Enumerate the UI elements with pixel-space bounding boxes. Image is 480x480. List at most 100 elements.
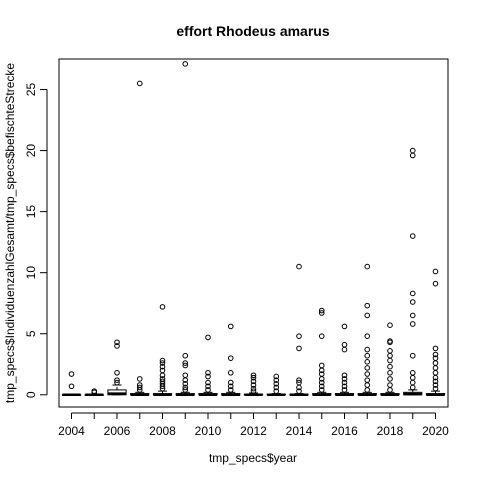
- outlier-point: [296, 333, 302, 339]
- outlier-point: [432, 382, 439, 388]
- outlier-point: [273, 388, 280, 394]
- outlier-point: [364, 359, 371, 365]
- outlier-point: [182, 61, 189, 67]
- x-tick-label: 2010: [195, 424, 222, 438]
- outlier-point: [114, 343, 120, 349]
- box-group-2005: [84, 388, 104, 397]
- outlier-point: [205, 370, 211, 376]
- box-group-2015: [312, 307, 332, 397]
- outlier-point: [432, 355, 439, 361]
- outlier-point: [318, 333, 325, 339]
- outlier-point: [205, 379, 211, 386]
- outlier-point: [364, 333, 371, 339]
- outlier-point: [409, 312, 416, 319]
- x-tick-label: 2008: [149, 424, 176, 438]
- box-group-2006: [107, 339, 127, 396]
- outlier-point: [114, 377, 120, 383]
- outlier-point: [182, 362, 189, 369]
- outlier-point: [227, 323, 234, 330]
- outlier-point: [273, 384, 280, 391]
- x-tick-label: 2018: [377, 424, 404, 438]
- outlier-point: [159, 376, 166, 382]
- outlier-point: [159, 360, 166, 366]
- outlier-point: [364, 365, 371, 371]
- outlier-point: [273, 377, 280, 383]
- box-group-2004: [61, 371, 82, 397]
- outlier-point: [364, 312, 371, 319]
- outlier-point: [296, 377, 302, 383]
- outlier-point: [250, 378, 257, 385]
- outlier-point: [364, 371, 371, 377]
- box-group-2014: [289, 263, 309, 397]
- outlier-point: [387, 338, 393, 344]
- outlier-point: [205, 334, 211, 341]
- outlier-point: [341, 341, 348, 348]
- outlier-point: [432, 280, 439, 287]
- outlier-point: [409, 352, 416, 359]
- box-group-2007: [130, 80, 150, 397]
- box-group-2016: [334, 323, 355, 397]
- outlier-point: [296, 379, 302, 386]
- y-axis-label: tmp_specs$IndividuenzahlGesamt/tmp_specs…: [3, 63, 17, 404]
- y-axis: 0 5 10 15 20 25: [24, 83, 48, 398]
- outlier-point: [409, 290, 416, 297]
- outlier-point: [432, 385, 439, 392]
- outlier-point: [227, 370, 234, 376]
- boxplot-boxes: [61, 61, 446, 397]
- box-group-2017: [357, 263, 377, 397]
- outlier-point: [136, 384, 143, 391]
- outlier-point: [364, 263, 371, 270]
- outlier-point: [227, 379, 234, 386]
- outlier-point: [114, 339, 120, 346]
- outlier-point: [387, 348, 393, 354]
- outlier-point: [296, 345, 302, 352]
- outlier-point: [409, 370, 416, 376]
- outlier-point: [250, 374, 257, 381]
- outlier-point: [432, 351, 439, 358]
- x-tick-label: 2006: [104, 424, 131, 438]
- y-tick-label: 10: [24, 266, 38, 280]
- outlier-point: [318, 307, 325, 314]
- outlier-point: [227, 387, 234, 393]
- outlier-point: [409, 233, 416, 239]
- outlier-point: [205, 373, 211, 380]
- outlier-point: [250, 388, 257, 394]
- outlier-point: [182, 381, 189, 387]
- outlier-point: [250, 382, 257, 388]
- outlier-point: [409, 299, 416, 305]
- outlier-point: [364, 352, 371, 359]
- outlier-point: [250, 385, 257, 392]
- box-group-2018: [380, 322, 400, 397]
- outlier-point: [387, 376, 393, 382]
- outlier-point: [341, 376, 348, 382]
- outlier-point: [364, 346, 371, 353]
- outlier-point: [68, 383, 75, 390]
- outlier-point: [182, 387, 189, 393]
- outlier-point: [341, 383, 348, 390]
- outlier-point: [182, 360, 189, 366]
- x-axis: 2004 2006 2008 2010 2012 2014 2016 2018 2020: [58, 412, 449, 438]
- x-tick-label: 2014: [286, 424, 313, 438]
- outlier-point: [409, 147, 416, 154]
- outlier-point: [318, 379, 325, 386]
- outlier-point: [364, 377, 371, 383]
- outlier-point: [250, 372, 257, 379]
- outlier-point: [91, 388, 98, 394]
- x-tick-label: 2016: [331, 424, 358, 438]
- outlier-point: [341, 323, 348, 330]
- outlier-point: [136, 382, 143, 388]
- x-axis-label: tmp_specs$year: [209, 451, 297, 465]
- outlier-point: [387, 382, 393, 388]
- outlier-point: [273, 373, 280, 380]
- outlier-point: [387, 370, 393, 376]
- outlier-point: [182, 352, 189, 359]
- x-tick-label: 2004: [58, 424, 85, 438]
- outlier-point: [341, 387, 348, 393]
- outlier-point: [205, 383, 211, 390]
- outlier-point: [114, 379, 120, 386]
- box-group-2009: [175, 61, 195, 397]
- outlier-point: [341, 372, 348, 379]
- outlier-point: [318, 362, 325, 369]
